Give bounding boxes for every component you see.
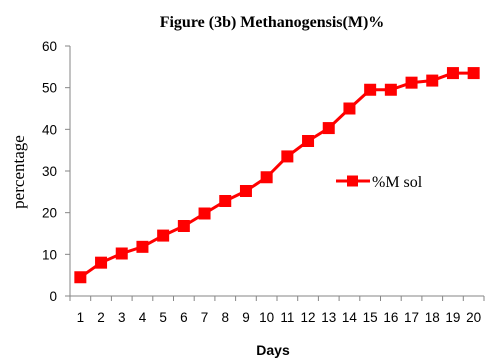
x-tick-label: 7	[201, 310, 209, 325]
data-point	[322, 122, 335, 135]
x-tick-label: 9	[242, 310, 250, 325]
y-tick-label: 40	[42, 122, 57, 137]
x-tick-label: 16	[383, 310, 398, 325]
series-group	[74, 67, 480, 284]
x-tick-label: 6	[180, 310, 188, 325]
data-point	[74, 271, 87, 284]
data-point	[405, 76, 418, 89]
y-ticks: 0 10 20 30 40 50 60	[42, 39, 70, 304]
y-tick-label: 20	[42, 206, 57, 221]
legend: %M sol	[336, 174, 423, 191]
y-tick-label: 0	[49, 289, 57, 304]
x-tick-label: 15	[363, 310, 378, 325]
data-point	[95, 256, 108, 269]
x-tick-label: 19	[445, 310, 460, 325]
data-point	[364, 83, 377, 96]
x-tick-label: 13	[321, 310, 336, 325]
data-point	[219, 195, 232, 207]
data-point	[239, 185, 252, 197]
data-point	[446, 67, 459, 80]
x-tick-label: 5	[159, 310, 167, 325]
data-point	[136, 240, 149, 253]
legend-marker	[347, 175, 358, 187]
x-tick-label: 20	[466, 310, 481, 325]
x-axis-label: Days	[256, 342, 290, 358]
x-tick-label: 1	[77, 310, 85, 325]
x-tick-label: 12	[301, 310, 316, 325]
x-tick-label: 8	[221, 310, 229, 325]
data-point	[115, 247, 128, 260]
data-point	[467, 67, 480, 80]
x-tick-label: 14	[342, 310, 358, 325]
data-point	[260, 171, 273, 184]
y-tick-label: 30	[42, 164, 57, 179]
data-point	[281, 150, 294, 163]
x-tick-label: 17	[404, 310, 419, 325]
data-point	[177, 220, 190, 232]
data-point	[198, 207, 211, 220]
x-ticks: 1 2 3 4 5 6 7 8 9 10 11 12 13 14 15 16 17 18 19 20	[69, 296, 485, 325]
x-tick-label: 10	[259, 310, 274, 325]
y-tick-label: 10	[42, 247, 57, 262]
x-tick-label: 4	[139, 310, 147, 325]
y-tick-label: 60	[42, 39, 57, 54]
data-point	[157, 229, 170, 242]
legend-label: %M sol	[372, 174, 423, 191]
x-tick-label: 2	[97, 310, 105, 325]
x-tick-label: 11	[280, 310, 294, 325]
y-axis-label: percentage	[9, 135, 28, 209]
x-tick-label: 3	[118, 310, 126, 325]
chart-title: Figure (3b) Methanogensis(M)%	[160, 14, 385, 31]
data-point	[426, 74, 439, 87]
data-point	[343, 102, 356, 115]
x-tick-label: 18	[425, 310, 440, 325]
data-point	[302, 135, 315, 147]
data-point	[384, 83, 397, 96]
y-tick-label: 50	[42, 81, 57, 96]
